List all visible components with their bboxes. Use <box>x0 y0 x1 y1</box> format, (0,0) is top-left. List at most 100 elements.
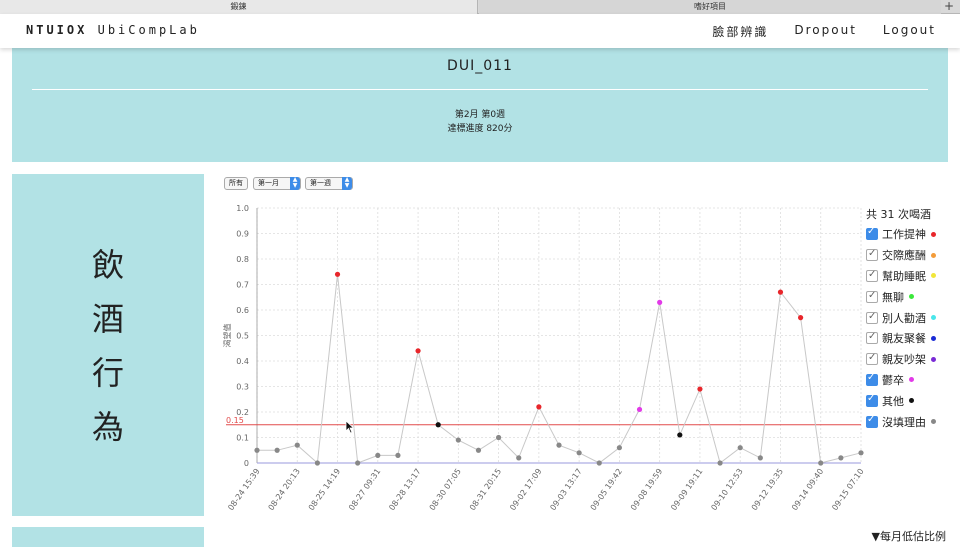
nav-link-dropout[interactable]: Dropout <box>794 23 857 37</box>
legend-item[interactable]: 親友聚餐 <box>866 328 960 349</box>
y-tick-label: 0.2 <box>236 408 249 417</box>
x-tick-label: 08-31 20:15 <box>468 467 503 512</box>
legend-label: 親友聚餐 <box>882 332 926 346</box>
score-text: 達標進度 820分 <box>447 124 513 134</box>
data-point <box>616 445 622 451</box>
data-point <box>576 450 582 456</box>
nav-link-logout[interactable]: Logout <box>882 23 936 37</box>
checkbox-checked-icon[interactable] <box>866 226 878 241</box>
week-select-label: 第一週 <box>310 179 331 187</box>
legend-total: 共 31 次喝酒 <box>866 208 931 221</box>
y-tick-label: 1.0 <box>236 204 249 213</box>
y-tick-label: 0.3 <box>236 383 249 392</box>
data-point <box>274 447 280 453</box>
data-point <box>777 289 784 295</box>
series-line <box>257 274 862 465</box>
color-dot-icon <box>931 356 936 362</box>
data-point <box>556 442 562 448</box>
chevron-updown-icon: ▲ ▼ <box>342 177 352 190</box>
checkbox-unchecked-icon[interactable] <box>866 331 878 345</box>
y-tick-label: 0.9 <box>236 230 249 239</box>
checkbox-unchecked-icon[interactable] <box>866 290 878 303</box>
nav-link-face-recognition[interactable]: 臉部辨識 <box>712 25 769 39</box>
color-dot-icon <box>931 335 936 341</box>
data-point <box>596 460 602 466</box>
x-tick-label: 09-12 19:35 <box>750 467 785 512</box>
brand-logo[interactable]: NTUIOX UbiCompLab <box>26 23 200 37</box>
legend-item[interactable]: 鬱卒 <box>866 370 960 391</box>
week-select[interactable]: 第一週 ▲ ▼ <box>305 177 353 190</box>
checkbox-checked-icon[interactable] <box>866 372 878 386</box>
legend-item[interactable]: 其他 <box>866 390 960 411</box>
data-point <box>737 445 743 451</box>
legend-label: 交際應酬 <box>882 249 926 263</box>
y-tick-label: 0.7 <box>236 281 249 290</box>
legend-item[interactable]: 幫助睡眠 <box>866 266 960 287</box>
mouse-cursor-icon <box>345 420 355 434</box>
color-dot-icon <box>931 231 936 237</box>
legend-item[interactable]: 親友吵架 <box>866 349 960 370</box>
filter-all-select[interactable]: 所有 <box>224 177 248 190</box>
data-point <box>475 447 482 453</box>
legend-item[interactable]: 無聊 <box>866 286 960 307</box>
data-point <box>697 386 703 392</box>
data-point <box>798 315 804 321</box>
legend-label: 無聊 <box>882 290 904 304</box>
legend-label: 別人勸酒 <box>882 311 926 325</box>
browser-tab-strip: 鍛鍊 嗜好項目 + <box>0 0 960 14</box>
data-point <box>838 455 844 461</box>
color-dot-icon <box>931 315 936 321</box>
data-point <box>858 450 864 456</box>
legend-item[interactable]: 沒填理由 <box>866 411 960 432</box>
legend-item[interactable]: 交際應酬 <box>866 245 960 266</box>
data-point <box>677 432 683 438</box>
data-point <box>375 452 381 458</box>
section-title-panel: 飲 酒 行 為 <box>12 174 204 516</box>
y-tick-label: 0.4 <box>236 357 249 366</box>
user-banner: DUI_011 第2月 第0週 達標進度 820分 <box>12 48 948 162</box>
data-point <box>757 455 763 461</box>
browser-tab-active[interactable]: 鍛鍊 <box>0 0 478 14</box>
filter-all-label: 所有 <box>229 179 243 187</box>
threshold-label: 0.15 <box>226 416 244 425</box>
checkbox-unchecked-icon[interactable] <box>866 352 878 366</box>
y-tick-label: 0.6 <box>236 306 249 315</box>
banner-divider <box>32 89 928 90</box>
data-point <box>636 406 643 413</box>
legend-label: 工作提神 <box>882 228 926 242</box>
x-tick-label: 08-24 20:13 <box>267 467 302 512</box>
section-title-char: 酒 <box>91 300 124 338</box>
x-tick-label: 09-02 17:09 <box>508 467 543 512</box>
drinking-line-chart: 0 0.1 0.2 0.3 0.4 0.5 0.6 0.7 0.8 0.9 1.0 08-24 15:… <box>222 204 866 512</box>
section-title-char: 行 <box>91 354 124 392</box>
color-dot-icon <box>909 294 914 300</box>
data-point <box>334 271 341 277</box>
checkbox-checked-icon[interactable] <box>866 414 878 428</box>
x-tick-label: 08-30 07:05 <box>428 467 463 512</box>
checkbox-unchecked-icon[interactable] <box>866 311 878 324</box>
x-tick-label: 08-27 09:31 <box>347 467 382 512</box>
new-tab-button[interactable]: + <box>943 0 955 13</box>
x-tick-label: 09-09 19:11 <box>669 467 704 512</box>
checkbox-unchecked-icon[interactable] <box>866 269 878 282</box>
data-point <box>717 460 723 466</box>
data-point <box>496 434 502 441</box>
checkbox-checked-icon[interactable] <box>866 393 878 407</box>
checkbox-unchecked-icon[interactable] <box>866 248 878 262</box>
brand-bold: NTUIOX <box>26 23 88 37</box>
x-tick-label: 09-05 19:42 <box>589 467 624 512</box>
brand-rest: UbiCompLab <box>97 23 200 37</box>
color-dot-icon <box>931 252 936 258</box>
browser-tab[interactable]: 嗜好項目 <box>479 0 941 14</box>
data-point <box>435 422 441 428</box>
x-tick-label: 09-10 12:53 <box>709 467 744 512</box>
x-tick-label: 08-24 15:39 <box>226 467 261 512</box>
data-point <box>657 299 663 305</box>
legend-item[interactable]: 別人勸酒 <box>866 307 960 328</box>
data-point <box>415 348 421 354</box>
month-select[interactable]: 第一月 ▲ ▼ <box>253 177 301 190</box>
legend-item[interactable]: 工作提神 <box>866 224 960 245</box>
data-point <box>818 460 824 466</box>
monthly-underestimate-toggle[interactable]: ▼每月低估比例 <box>871 530 946 543</box>
legend-label: 親友吵架 <box>882 353 926 367</box>
